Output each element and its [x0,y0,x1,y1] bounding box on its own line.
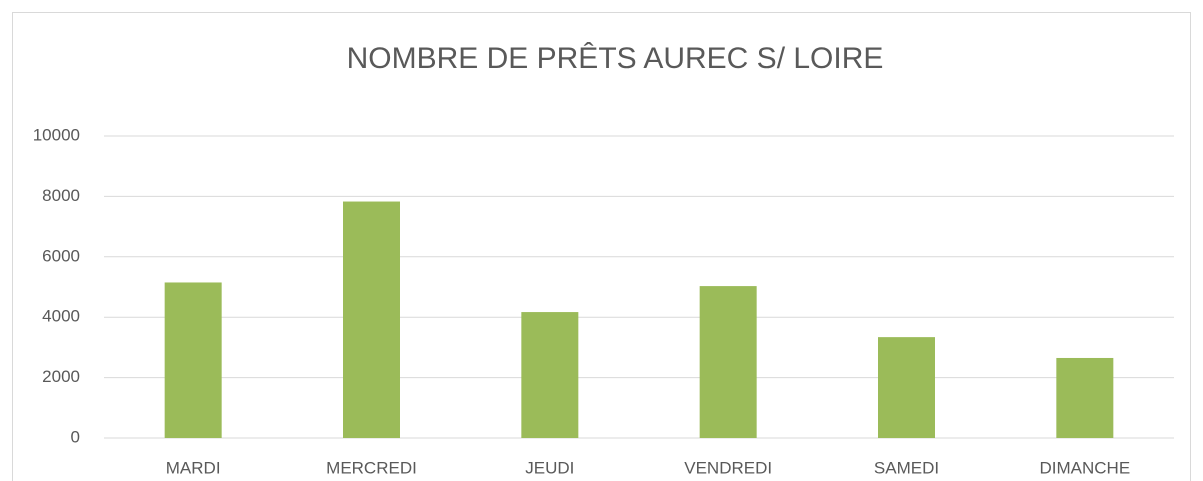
bar [699,286,757,438]
x-tick-label: VENDREDI [684,458,772,477]
y-tick-label: 0 [71,427,80,446]
bar [1056,357,1114,438]
bar [878,337,935,438]
y-tick-label: 8000 [42,186,80,205]
bar [343,201,400,438]
x-tick-label: MARDI [166,458,221,477]
x-tick-label: DIMANCHE [1039,458,1130,477]
bar [521,312,579,438]
y-tick-label: 6000 [42,246,80,265]
x-tick-label: MERCREDI [326,458,417,477]
x-tick-label: JEUDI [525,458,574,477]
y-tick-label: 10000 [33,125,80,144]
x-tick-label: SAMEDI [874,458,939,477]
chart-title: NOMBRE DE PRÊTS AUREC S/ LOIRE [347,42,884,75]
y-tick-label: 2000 [42,367,80,386]
y-tick-label: 4000 [42,307,80,326]
bar [164,282,222,438]
